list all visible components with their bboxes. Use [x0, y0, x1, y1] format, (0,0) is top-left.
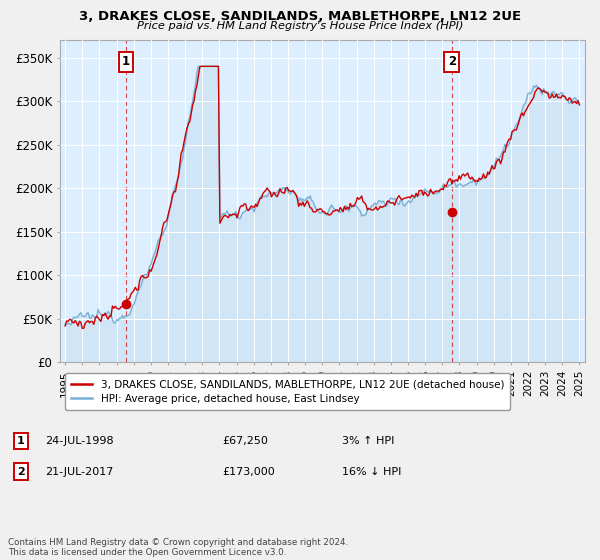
Text: 2: 2	[448, 55, 456, 68]
Text: 1: 1	[122, 55, 130, 68]
Text: 2: 2	[17, 466, 25, 477]
Text: Contains HM Land Registry data © Crown copyright and database right 2024.
This d: Contains HM Land Registry data © Crown c…	[8, 538, 348, 557]
Text: 1: 1	[17, 436, 25, 446]
Text: £67,250: £67,250	[222, 436, 268, 446]
Text: 3, DRAKES CLOSE, SANDILANDS, MABLETHORPE, LN12 2UE: 3, DRAKES CLOSE, SANDILANDS, MABLETHORPE…	[79, 10, 521, 22]
Legend: 3, DRAKES CLOSE, SANDILANDS, MABLETHORPE, LN12 2UE (detached house), HPI: Averag: 3, DRAKES CLOSE, SANDILANDS, MABLETHORPE…	[65, 374, 511, 410]
Text: 3% ↑ HPI: 3% ↑ HPI	[342, 436, 394, 446]
Text: 16% ↓ HPI: 16% ↓ HPI	[342, 466, 401, 477]
Text: Price paid vs. HM Land Registry's House Price Index (HPI): Price paid vs. HM Land Registry's House …	[137, 21, 463, 31]
Text: £173,000: £173,000	[222, 466, 275, 477]
Text: 21-JUL-2017: 21-JUL-2017	[45, 466, 113, 477]
Text: 24-JUL-1998: 24-JUL-1998	[45, 436, 113, 446]
